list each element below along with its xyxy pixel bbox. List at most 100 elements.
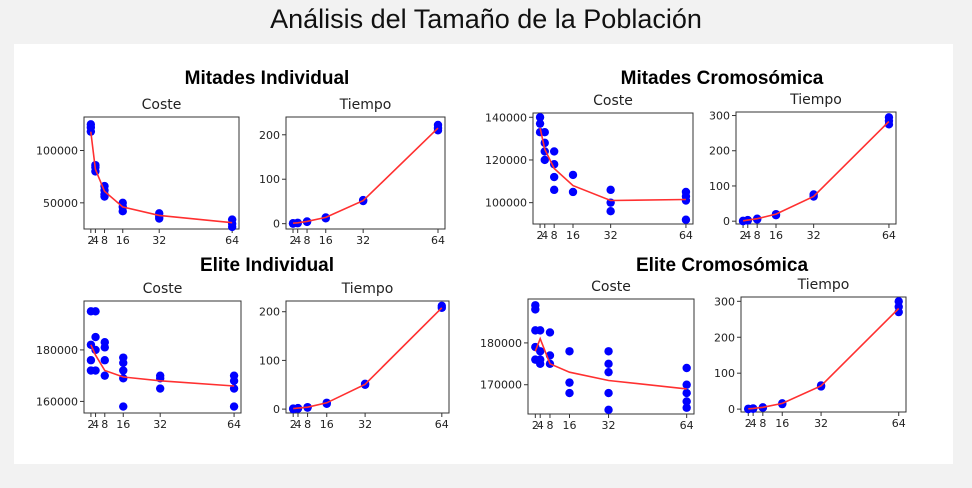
x-tick-label: 64 bbox=[892, 417, 906, 430]
chart-1: Tiempo 0 100 200 24 8 16 32 64 bbox=[259, 97, 446, 247]
page-title: Análisis del Tamaño de la Población bbox=[270, 4, 702, 34]
series-line bbox=[748, 307, 900, 410]
y-tick-label: 300 bbox=[709, 110, 730, 123]
data-point bbox=[536, 347, 545, 356]
data-point bbox=[119, 358, 128, 367]
y-tick-label: 0 bbox=[723, 215, 730, 228]
y-tick-label: 0 bbox=[728, 403, 735, 416]
y-tick-label: 50000 bbox=[43, 197, 78, 210]
x-tick-label: 8 bbox=[101, 234, 108, 247]
x-tick-label: 32 bbox=[356, 234, 370, 247]
data-point bbox=[604, 405, 613, 415]
x-tick-label: 16 bbox=[320, 418, 334, 431]
y-tick-label: 160000 bbox=[36, 395, 78, 408]
y-tick-label: 0 bbox=[273, 218, 280, 231]
x-tick-label: 32 bbox=[152, 234, 166, 247]
y-tick-label: 200 bbox=[714, 331, 735, 344]
data-point bbox=[545, 328, 555, 337]
x-tick-label: 16 bbox=[769, 229, 783, 242]
data-point bbox=[540, 128, 549, 137]
x-tick-label: 2 bbox=[532, 419, 539, 432]
data-point bbox=[549, 172, 559, 182]
x-tick-label: 2 bbox=[745, 417, 752, 430]
y-tick-label: 140000 bbox=[485, 111, 527, 124]
subplot-title: Tiempo bbox=[797, 277, 850, 293]
x-tick-label: 32 bbox=[807, 229, 821, 242]
subplot-title: Tiempo bbox=[339, 97, 392, 113]
data-point bbox=[549, 185, 559, 195]
x-tick-label: 32 bbox=[604, 229, 618, 242]
chart-0: Coste 50000 100000 24 8 16 32 64 bbox=[36, 97, 240, 247]
data-point bbox=[606, 185, 615, 195]
axes-frame bbox=[735, 111, 897, 225]
x-tick-label: 16 bbox=[563, 419, 577, 432]
data-point bbox=[155, 214, 164, 223]
x-tick-label: 32 bbox=[358, 418, 372, 431]
y-tick-label: 120000 bbox=[485, 154, 527, 167]
y-tick-label: 180000 bbox=[480, 337, 522, 350]
x-tick-label: 4 bbox=[92, 418, 99, 431]
y-tick-label: 200 bbox=[709, 145, 730, 158]
series-line bbox=[534, 336, 687, 390]
chart-4: Coste 160000 180000 24 8 16 32 64 bbox=[36, 281, 242, 431]
x-tick-label: 8 bbox=[101, 418, 108, 431]
data-point bbox=[884, 120, 894, 129]
data-point bbox=[91, 332, 100, 342]
x-tick-label: 64 bbox=[680, 419, 694, 432]
x-tick-label: 64 bbox=[227, 418, 241, 431]
x-tick-label: 8 bbox=[759, 417, 766, 430]
series-line bbox=[90, 344, 235, 387]
data-point bbox=[681, 196, 691, 205]
data-point bbox=[100, 371, 109, 380]
data-point bbox=[565, 378, 574, 387]
data-point bbox=[535, 119, 545, 128]
data-point bbox=[100, 343, 109, 352]
data-point bbox=[118, 207, 127, 216]
chart-6: Coste 170000 180000 24 8 16 32 64 bbox=[480, 279, 695, 432]
data-point bbox=[568, 170, 578, 180]
x-tick-label: 64 bbox=[882, 229, 896, 242]
subplot-title: Coste bbox=[142, 97, 182, 113]
series-line bbox=[90, 131, 233, 224]
x-tick-label: 2 bbox=[290, 418, 297, 431]
data-point bbox=[565, 388, 574, 398]
data-point bbox=[606, 206, 615, 216]
x-tick-label: 8 bbox=[546, 419, 553, 432]
x-tick-label: 64 bbox=[679, 229, 693, 242]
x-tick-label: 64 bbox=[435, 418, 449, 431]
x-tick-label: 32 bbox=[814, 417, 828, 430]
subplot-title: Tiempo bbox=[341, 281, 394, 297]
y-tick-label: 0 bbox=[273, 403, 280, 416]
data-point bbox=[227, 222, 237, 232]
y-tick-label: 100000 bbox=[36, 144, 78, 157]
x-tick-label: 2 bbox=[537, 229, 544, 242]
data-point bbox=[229, 376, 239, 386]
chart-2: Coste 100000 120000 140000 24 8 16 32 64 bbox=[485, 93, 694, 242]
data-point bbox=[86, 356, 96, 365]
series-line bbox=[742, 120, 890, 222]
chart-7: Tiempo 0 100 200 300 24 8 16 32 64 bbox=[714, 277, 907, 430]
data-point bbox=[433, 126, 443, 135]
y-tick-label: 170000 bbox=[480, 379, 522, 392]
x-tick-label: 4 bbox=[537, 419, 544, 432]
x-tick-label: 2 bbox=[87, 418, 94, 431]
data-point bbox=[100, 192, 109, 201]
data-point bbox=[531, 305, 540, 314]
data-point bbox=[91, 307, 100, 316]
data-point bbox=[119, 402, 128, 411]
axes-frame bbox=[532, 112, 694, 225]
x-tick-label: 4 bbox=[744, 229, 751, 242]
data-point bbox=[119, 366, 128, 375]
subplot-title: Coste bbox=[593, 93, 633, 109]
x-tick-label: 32 bbox=[153, 418, 167, 431]
x-tick-label: 4 bbox=[294, 418, 301, 431]
x-tick-label: 8 bbox=[304, 418, 311, 431]
x-tick-label: 16 bbox=[566, 229, 580, 242]
data-point bbox=[100, 356, 109, 365]
subplot-title: Coste bbox=[143, 281, 183, 297]
x-tick-label: 2 bbox=[740, 229, 747, 242]
data-point bbox=[682, 403, 691, 412]
figure-panel bbox=[14, 44, 953, 464]
x-tick-label: 16 bbox=[319, 234, 333, 247]
data-point bbox=[682, 397, 691, 406]
